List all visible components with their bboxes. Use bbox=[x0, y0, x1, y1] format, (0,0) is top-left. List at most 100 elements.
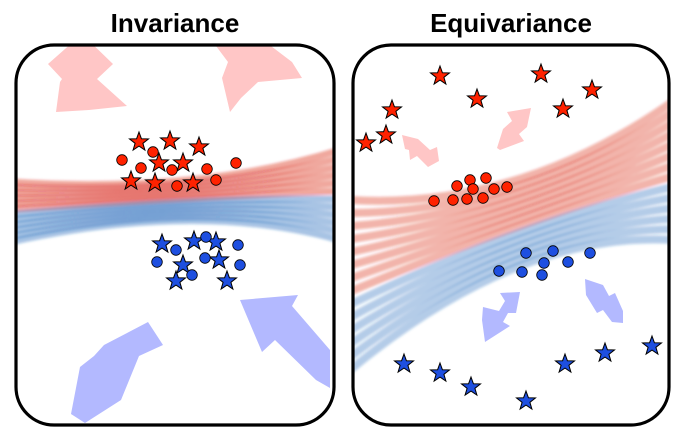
invariance-panel bbox=[14, 43, 336, 427]
blue-star-markers bbox=[152, 230, 237, 290]
star-icon bbox=[553, 98, 573, 118]
arrow-icon bbox=[210, 45, 302, 112]
blue-circle-markers bbox=[151, 231, 246, 281]
circle-icon bbox=[201, 163, 213, 175]
circle-icon bbox=[516, 266, 528, 278]
boundary-line bbox=[16, 209, 334, 235]
boundary-line bbox=[353, 96, 669, 205]
circle-icon bbox=[170, 244, 182, 256]
star-icon bbox=[430, 65, 450, 85]
boundary-line bbox=[16, 187, 334, 213]
boundary-line bbox=[353, 182, 669, 309]
star-icon bbox=[531, 63, 551, 83]
red-star-markers bbox=[356, 63, 602, 152]
star-icon bbox=[595, 342, 615, 362]
circle-icon bbox=[480, 172, 492, 184]
circle-icon bbox=[477, 192, 489, 204]
circle-icon bbox=[461, 193, 473, 205]
red-circle-markers bbox=[428, 172, 513, 207]
boundary-line bbox=[353, 203, 669, 335]
double-arrow-icon bbox=[585, 279, 623, 323]
arrow-icon bbox=[71, 322, 163, 423]
panel-frame bbox=[351, 43, 671, 427]
circle-icon bbox=[428, 195, 440, 207]
panel-frame bbox=[14, 43, 336, 427]
star-icon bbox=[129, 131, 149, 151]
star-icon bbox=[582, 79, 602, 99]
star-icon bbox=[376, 124, 396, 144]
equivariance-panel bbox=[351, 43, 671, 427]
red-circle-markers bbox=[116, 146, 242, 192]
circle-icon bbox=[116, 154, 128, 166]
circle-icon bbox=[488, 183, 500, 195]
circle-icon bbox=[230, 157, 242, 169]
decision-boundary-bands bbox=[353, 96, 669, 374]
boundary-line bbox=[353, 225, 669, 361]
panel-title-equivariance: Equivariance bbox=[430, 8, 592, 38]
star-icon bbox=[209, 249, 229, 269]
decision-boundary-bands bbox=[16, 146, 334, 246]
star-icon bbox=[166, 270, 186, 290]
circle-icon bbox=[451, 180, 463, 192]
boundary-line bbox=[353, 192, 669, 322]
circle-icon bbox=[584, 247, 596, 259]
boundary-line bbox=[16, 217, 334, 246]
circle-icon bbox=[520, 247, 532, 259]
circle-icon bbox=[210, 174, 222, 186]
boundary-line bbox=[16, 154, 334, 193]
star-icon bbox=[430, 362, 450, 382]
circle-icon bbox=[186, 269, 198, 281]
circle-icon bbox=[234, 259, 246, 271]
circle-icon bbox=[232, 239, 244, 251]
star-icon bbox=[467, 88, 487, 108]
boundary-line bbox=[353, 139, 669, 257]
boundary-line bbox=[353, 214, 669, 348]
circle-icon bbox=[147, 146, 159, 158]
boundary-line bbox=[16, 195, 334, 219]
boundary-line bbox=[353, 149, 669, 270]
circle-icon bbox=[200, 231, 212, 243]
boundary-line bbox=[353, 235, 669, 374]
star-icon bbox=[356, 132, 376, 152]
boundary-line bbox=[353, 106, 669, 218]
circle-icon bbox=[493, 265, 505, 277]
boundary-line bbox=[16, 213, 334, 241]
circle-icon bbox=[538, 257, 550, 269]
boundary-line bbox=[16, 162, 334, 197]
circle-icon bbox=[135, 162, 147, 174]
circle-icon bbox=[151, 256, 163, 268]
double-arrow-icon bbox=[402, 135, 439, 167]
boundary-line bbox=[353, 171, 669, 296]
star-icon bbox=[555, 353, 575, 373]
circle-icon bbox=[199, 252, 211, 264]
blue-circle-markers bbox=[493, 245, 596, 281]
double-arrow-icon bbox=[497, 108, 531, 150]
boundary-line bbox=[353, 160, 669, 283]
star-icon bbox=[394, 353, 414, 373]
boundary-line bbox=[353, 117, 669, 231]
double-arrow-icon bbox=[482, 292, 520, 342]
boundary-line bbox=[353, 128, 669, 244]
star-icon bbox=[461, 376, 481, 396]
star-icon bbox=[516, 390, 536, 410]
star-icon bbox=[642, 335, 662, 355]
star-icon bbox=[189, 136, 209, 156]
blue-star-markers bbox=[394, 335, 662, 410]
star-icon bbox=[382, 99, 402, 119]
circle-icon bbox=[547, 245, 559, 257]
star-icon bbox=[152, 233, 172, 253]
star-icon bbox=[184, 230, 204, 250]
panel-title-invariance: Invariance bbox=[110, 8, 240, 38]
boundary-line bbox=[16, 200, 334, 224]
arrow-icon bbox=[48, 45, 127, 112]
circle-icon bbox=[562, 256, 574, 268]
star-icon bbox=[217, 270, 237, 290]
star-icon bbox=[160, 130, 180, 150]
boundary-line bbox=[16, 179, 334, 208]
boundary-line bbox=[16, 205, 334, 230]
circle-icon bbox=[447, 194, 459, 206]
circle-icon bbox=[536, 269, 548, 281]
circle-icon bbox=[166, 164, 178, 176]
circle-icon bbox=[467, 183, 479, 195]
